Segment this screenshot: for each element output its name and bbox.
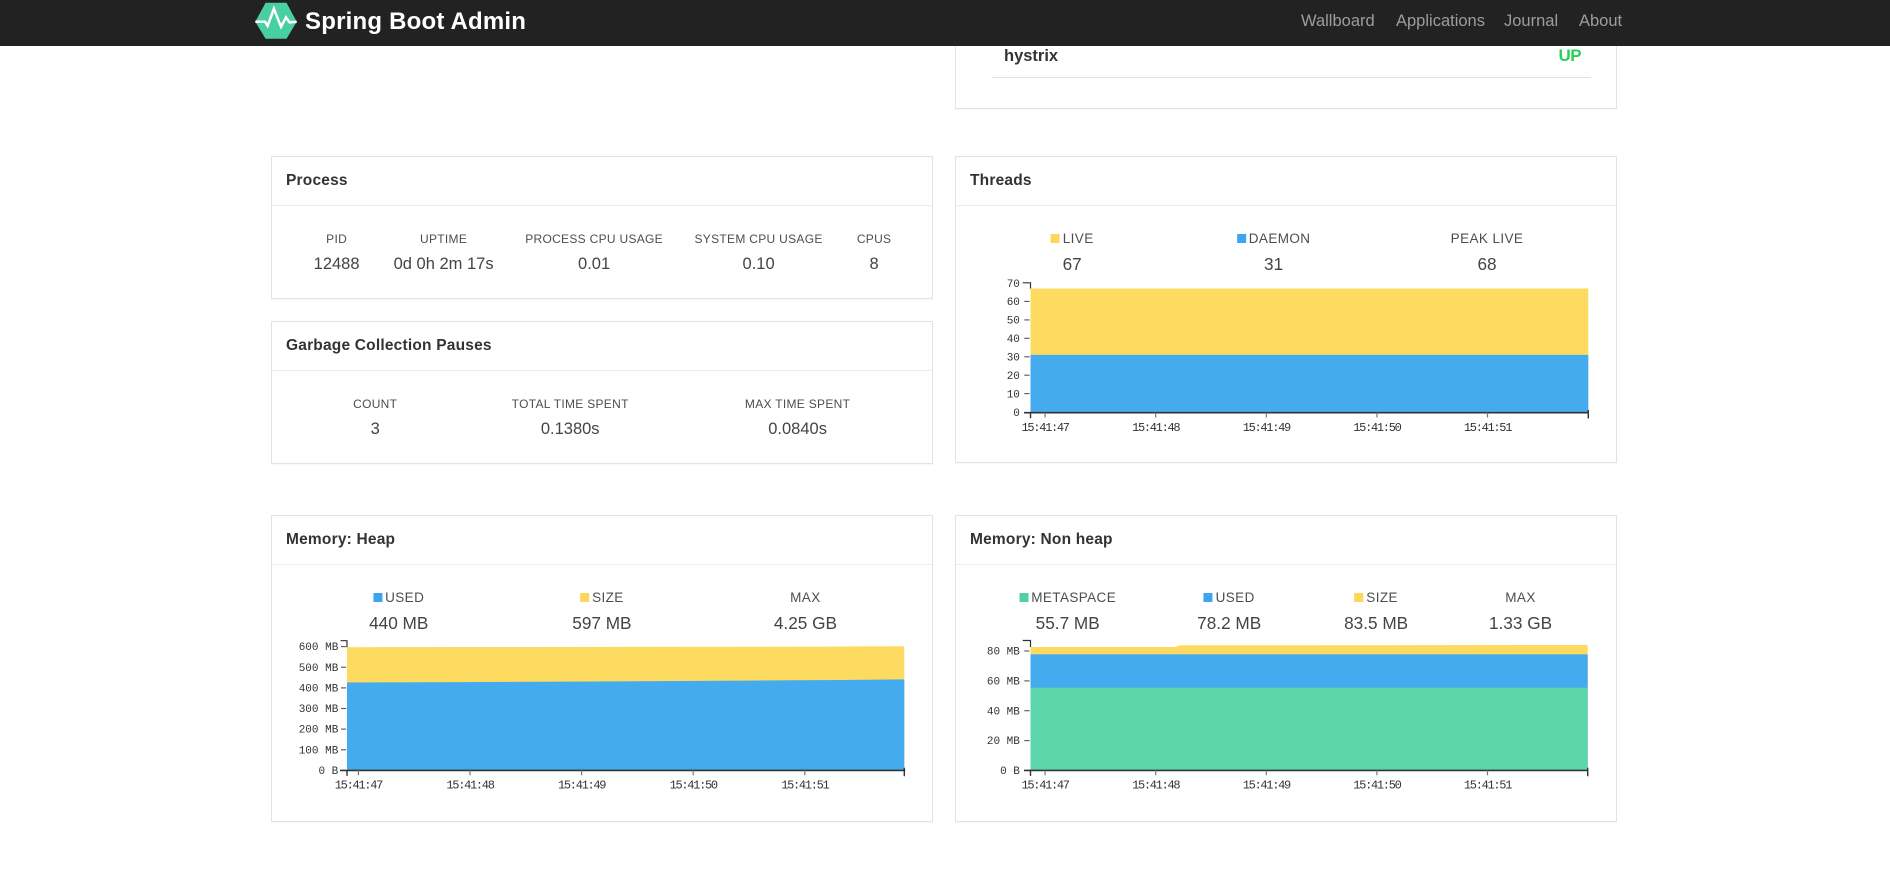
svg-text:70: 70 [1007,279,1020,291]
svg-text:500 MB: 500 MB [299,663,339,675]
svg-text:15:41:48: 15:41:48 [1132,778,1180,792]
svg-text:15:41:47: 15:41:47 [1021,421,1069,435]
svg-text:400 MB: 400 MB [299,684,339,696]
svg-text:80 MB: 80 MB [987,647,1020,659]
svg-text:100 MB: 100 MB [299,745,339,757]
svg-text:60 MB: 60 MB [987,677,1020,689]
svg-text:40 MB: 40 MB [987,706,1020,718]
svg-text:15:41:51: 15:41:51 [1464,421,1512,435]
svg-text:15:41:49: 15:41:49 [1243,421,1291,435]
svg-text:300 MB: 300 MB [299,704,339,716]
svg-text:0 B: 0 B [1000,766,1020,778]
svg-text:15:41:49: 15:41:49 [1243,778,1291,792]
svg-text:60: 60 [1007,297,1020,309]
svg-text:15:41:48: 15:41:48 [1132,421,1180,435]
svg-text:15:41:49: 15:41:49 [558,778,606,792]
svg-text:50: 50 [1007,316,1020,328]
svg-text:20: 20 [1007,371,1020,383]
svg-text:20 MB: 20 MB [987,736,1020,748]
svg-text:15:41:47: 15:41:47 [1021,778,1069,792]
svg-text:15:41:50: 15:41:50 [1353,421,1401,435]
svg-text:0: 0 [1013,408,1020,420]
svg-text:15:41:50: 15:41:50 [670,778,718,792]
svg-text:30: 30 [1007,353,1020,365]
svg-text:15:41:47: 15:41:47 [335,778,383,792]
svg-text:200 MB: 200 MB [299,725,339,737]
svg-text:0 B: 0 B [318,766,338,778]
svg-text:600 MB: 600 MB [299,642,339,654]
svg-text:15:41:51: 15:41:51 [781,778,829,792]
svg-text:15:41:50: 15:41:50 [1353,778,1401,792]
svg-text:10: 10 [1007,389,1020,401]
svg-text:15:41:51: 15:41:51 [1464,778,1512,792]
svg-text:15:41:48: 15:41:48 [446,778,494,792]
svg-text:40: 40 [1007,334,1020,346]
